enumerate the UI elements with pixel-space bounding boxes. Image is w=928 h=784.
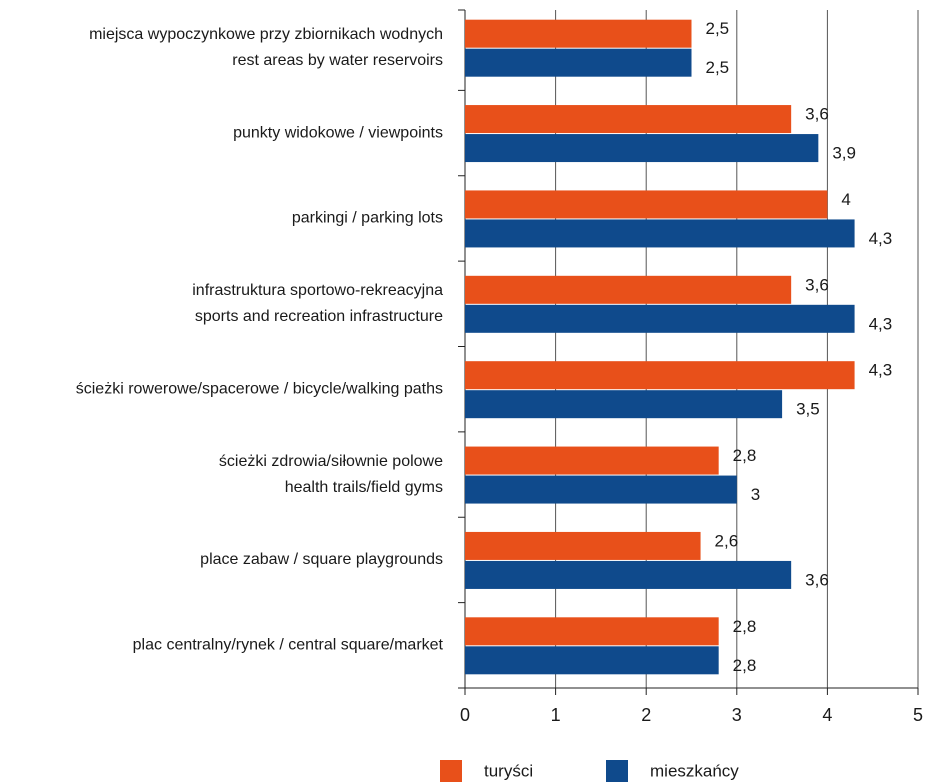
legend-label: mieszkańcy bbox=[650, 761, 739, 780]
value-label: 3,6 bbox=[805, 275, 829, 294]
x-tick-label: 2 bbox=[641, 705, 651, 725]
y-tick-label: health trails/field gyms bbox=[285, 479, 443, 496]
bar bbox=[465, 475, 737, 504]
value-label: 2,6 bbox=[715, 531, 739, 550]
bar bbox=[465, 134, 819, 163]
legend-swatch bbox=[606, 760, 628, 782]
bar bbox=[465, 219, 855, 248]
value-label: 3,9 bbox=[832, 144, 856, 163]
bar bbox=[465, 105, 792, 134]
y-tick-label: place zabaw / square playgrounds bbox=[200, 551, 443, 568]
bar bbox=[465, 646, 719, 675]
value-label: 4 bbox=[841, 190, 850, 209]
y-tick-label: sports and recreation infrastructure bbox=[195, 308, 443, 325]
value-label: 3,5 bbox=[796, 400, 820, 419]
x-tick-label: 1 bbox=[551, 705, 561, 725]
x-tick-label: 4 bbox=[822, 705, 832, 725]
bar bbox=[465, 531, 701, 560]
x-tick-label: 3 bbox=[732, 705, 742, 725]
value-label: 4,3 bbox=[869, 314, 893, 333]
value-label: 2,8 bbox=[733, 446, 757, 465]
legend-swatch bbox=[440, 760, 462, 782]
bar bbox=[465, 190, 828, 219]
value-label: 2,8 bbox=[733, 656, 757, 675]
value-label: 4,3 bbox=[869, 229, 893, 248]
y-tick-label: plac centralny/rynek / central square/ma… bbox=[133, 637, 444, 654]
bar bbox=[465, 275, 792, 304]
bar bbox=[465, 446, 719, 475]
y-tick-label: ścieżki zdrowia/siłownie polowe bbox=[219, 453, 443, 470]
y-tick-label: parkingi / parking lots bbox=[292, 210, 443, 227]
y-tick-label: infrastruktura sportowo-rekreacyjna bbox=[192, 282, 443, 299]
x-tick-label: 5 bbox=[913, 705, 923, 725]
value-label: 2,5 bbox=[706, 58, 730, 77]
value-label: 3,6 bbox=[805, 105, 829, 124]
value-label: 3,6 bbox=[805, 570, 829, 589]
y-tick-label: punkty widokowe / viewpoints bbox=[233, 124, 443, 141]
bar bbox=[465, 390, 783, 419]
y-tick-label: rest areas by water reservoirs bbox=[232, 52, 443, 69]
x-tick-label: 0 bbox=[460, 705, 470, 725]
value-label: 4,3 bbox=[869, 361, 893, 380]
bar bbox=[465, 560, 792, 589]
y-tick-label: miejsca wypoczynkowe przy zbiornikach wo… bbox=[89, 26, 443, 43]
bar bbox=[465, 19, 692, 48]
bar bbox=[465, 361, 855, 390]
bar bbox=[465, 617, 719, 646]
bar bbox=[465, 304, 855, 333]
value-label: 2,5 bbox=[706, 19, 730, 38]
legend-label: turyści bbox=[484, 761, 533, 780]
value-label: 3 bbox=[751, 485, 760, 504]
y-tick-label: ścieżki rowerowe/spacerowe / bicycle/wal… bbox=[76, 380, 443, 397]
value-label: 2,8 bbox=[733, 617, 757, 636]
bar bbox=[465, 48, 692, 77]
